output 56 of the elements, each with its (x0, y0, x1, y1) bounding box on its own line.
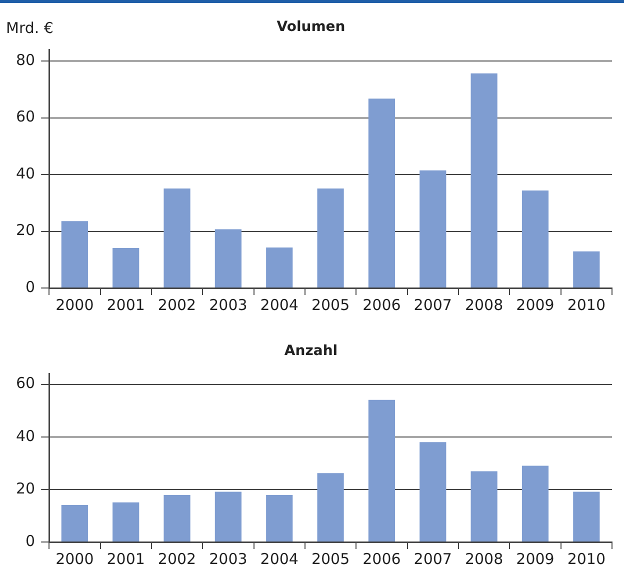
x-tick-label: 2005 (311, 550, 350, 568)
y-tick-label: 20 (16, 221, 36, 240)
x-tick-label: 2001 (106, 296, 145, 314)
y-tick-label: 60 (16, 374, 36, 392)
bar (522, 466, 549, 542)
bar (112, 502, 140, 542)
bar (164, 494, 190, 542)
bar (112, 248, 140, 288)
bar (266, 494, 293, 542)
bar (522, 190, 549, 288)
bar (61, 221, 88, 288)
chart-title: Anzahl (284, 343, 338, 360)
x-tick-label: 2008 (464, 550, 504, 568)
x-tick-label: 2010 (567, 296, 606, 314)
bar (214, 492, 242, 542)
x-tick-label: 2003 (209, 296, 248, 314)
x-tick-label: 2005 (311, 296, 350, 314)
bar (470, 471, 498, 542)
x-tick-label: 2010 (567, 550, 606, 568)
x-tick-label: 2007 (414, 550, 452, 568)
y-axis-title: Mrd. € (6, 18, 54, 37)
x-tick-label: 2001 (106, 550, 145, 568)
bar (317, 188, 344, 288)
y-tick-label: 40 (16, 426, 36, 445)
y-tick-label: 40 (16, 164, 36, 182)
x-tick-label: 2009 (516, 550, 554, 568)
y-tick-label: 80 (16, 51, 36, 70)
x-tick-label: 2003 (209, 550, 248, 568)
bar (573, 251, 600, 288)
y-tick-label: 20 (16, 479, 36, 498)
bar (420, 442, 446, 542)
x-tick-label: 2000 (56, 550, 94, 568)
bar (470, 73, 498, 288)
bar (61, 504, 88, 542)
bar (266, 247, 293, 288)
x-tick-label: 2002 (158, 296, 196, 314)
y-tick-label: 0 (26, 532, 36, 550)
x-tick-label: 2004 (260, 296, 298, 314)
bar (368, 98, 396, 288)
bar (368, 400, 396, 542)
x-tick-label: 2006 (362, 550, 401, 568)
x-tick-label: 2007 (414, 296, 452, 314)
bar (164, 188, 190, 288)
x-tick-label: 2008 (464, 296, 504, 314)
bar (573, 492, 600, 542)
bar (420, 170, 446, 288)
x-tick-label: 2004 (260, 550, 298, 568)
y-tick-label: 0 (26, 278, 36, 296)
x-tick-label: 2006 (362, 296, 401, 314)
x-tick-label: 2002 (158, 550, 196, 568)
y-tick-label: 60 (16, 108, 36, 126)
bar (317, 473, 344, 542)
x-tick-label: 2000 (56, 296, 94, 314)
bar (214, 229, 242, 288)
chart-title: Volumen (276, 19, 346, 36)
x-tick-label: 2009 (516, 296, 554, 314)
